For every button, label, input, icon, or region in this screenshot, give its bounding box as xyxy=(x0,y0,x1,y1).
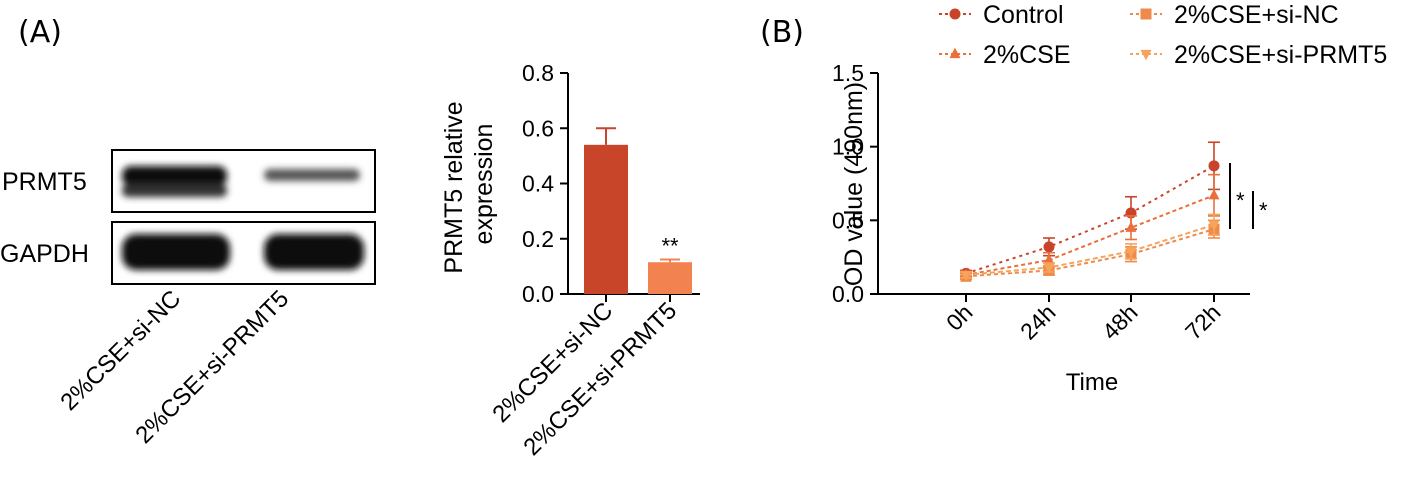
bar-y-tick-label: 0.6 xyxy=(522,115,554,141)
line-y-tick-label: 0.5 xyxy=(832,207,864,233)
line-x-tick-label: 24h xyxy=(1015,299,1061,345)
significance-star-1: * xyxy=(1236,188,1245,213)
line-y-tick-label: 1.5 xyxy=(832,60,864,86)
line-x-tick-label: 48h xyxy=(1097,299,1143,345)
significance-brackets: * * xyxy=(1229,163,1268,229)
band-prmt5-lane2 xyxy=(264,169,360,181)
panel-a-label: (A) xyxy=(18,15,62,50)
point-2-cse-si-prmt5 xyxy=(1208,220,1220,232)
blot-row-label-gapdh: GAPDH xyxy=(0,240,89,268)
legend-item-control: Control xyxy=(939,1,1064,29)
series-line-control xyxy=(965,164,1215,275)
legend-label: 2%CSE+si-NC xyxy=(1174,1,1339,29)
legend-swatch-marker xyxy=(1140,49,1152,61)
line-y-tick-label: 0.0 xyxy=(832,281,864,307)
legend-item-2-cse-si-nc: 2%CSE+si-NC xyxy=(1130,1,1339,29)
line-chart: 0.0 0.5 1.0 1.5 0h 24h 48h 72h Control 2%CSE 2%CS… xyxy=(832,1,1387,396)
bar-y-tick-label: 0.4 xyxy=(522,171,554,197)
bar-y-axis-label: PRMT5 relative expression xyxy=(440,94,498,273)
band-prmt5-lower-lane1 xyxy=(122,184,227,197)
legend-swatch-marker xyxy=(949,8,961,20)
line-y-axis-label: OD value (490nm) xyxy=(840,82,868,286)
bar-y-tick-label: 0.8 xyxy=(522,60,554,86)
band-gapdh-lane1 xyxy=(122,234,230,270)
bar-chart: 0.00.20.40.60.8 2%CSE+si-NC**2%CSE+si-PR… xyxy=(440,60,700,461)
point-2-cse-si-prmt5 xyxy=(1125,247,1137,258)
series-2-cse xyxy=(960,173,1220,279)
line-x-axis-label: Time xyxy=(1066,369,1118,396)
point-2-cse xyxy=(1043,253,1055,265)
line-y-tick-label: 1.0 xyxy=(832,134,864,160)
series-line-2-cse-si-nc xyxy=(965,228,1215,278)
series-line-2-cse-si-prmt5 xyxy=(965,223,1215,276)
point-2-cse-si-prmt5 xyxy=(960,270,972,282)
series-2-cse-si-prmt5 xyxy=(960,213,1220,282)
line-legend: Control 2%CSE 2%CSE+si-NC 2%CSE+si-PRMT5 xyxy=(939,1,1387,69)
bar-y-axis-label-line1: PRMT5 relative xyxy=(440,101,468,273)
legend-item-2-cse-si-prmt5: 2%CSE+si-PRMT5 xyxy=(1130,41,1387,69)
point-control xyxy=(1043,241,1055,253)
bar-significance-label: ** xyxy=(661,233,679,258)
bar-y-tick-label: 0.0 xyxy=(522,281,554,307)
point-2-cse xyxy=(1208,188,1220,200)
line-x-tick-label: 72h xyxy=(1180,299,1226,345)
legend-item-2-cse: 2%CSE xyxy=(939,41,1071,69)
line-x-tick-label: 0h xyxy=(941,299,977,335)
series-control xyxy=(960,141,1220,279)
series-line-2-cse xyxy=(965,194,1215,276)
western-blot: PRMT5 GAPDH 2%CSE+si-NC 2%CSE+si-PRMT5 xyxy=(0,149,376,449)
point-2-cse xyxy=(1125,221,1137,232)
bar-2-cse-si-prmt5 xyxy=(648,262,692,294)
legend-swatch-marker xyxy=(949,47,961,59)
point-2-cse-si-prmt5 xyxy=(1043,263,1055,274)
point-control xyxy=(1208,160,1220,172)
bar-y-axis-label-line2: expression xyxy=(470,124,498,245)
bar-2-cse-si-nc xyxy=(584,144,628,294)
significance-star-2: * xyxy=(1259,198,1268,223)
band-prmt5-upper-lane1 xyxy=(122,166,227,186)
panel-b-label: (B) xyxy=(760,15,804,50)
legend-label: Control xyxy=(983,1,1064,29)
blot-bands xyxy=(122,166,364,270)
bar-y-tick-label: 0.2 xyxy=(522,226,554,252)
legend-swatch-marker xyxy=(1140,8,1152,20)
blot-row-label-prmt5: PRMT5 xyxy=(2,168,87,196)
legend-label: 2%CSE+si-PRMT5 xyxy=(1174,41,1387,69)
legend-label: 2%CSE xyxy=(983,41,1071,69)
band-gapdh-lane2 xyxy=(264,234,364,270)
